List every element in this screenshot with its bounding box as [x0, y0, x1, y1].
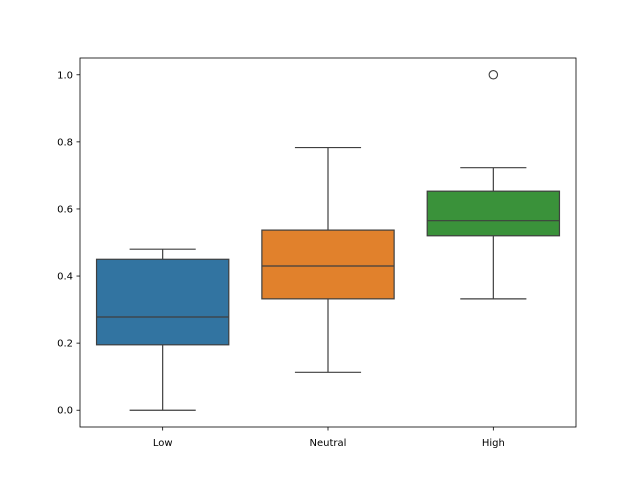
y-tick-label: 0.6: [57, 204, 73, 215]
box-low: [95, 258, 230, 346]
x-tick-label-high: High: [482, 438, 505, 449]
y-tick-label: 0.4: [57, 272, 73, 283]
y-tick-label: 1.0: [57, 70, 73, 81]
box-group-neutral: [261, 146, 395, 373]
y-tick-label: 0.2: [57, 339, 73, 350]
box-high: [426, 190, 561, 237]
x-tick-label-low: Low: [153, 438, 173, 449]
box-group-high: [426, 70, 561, 300]
box-neutral: [261, 229, 395, 300]
boxes-layer: [95, 70, 561, 411]
box-group-low: [95, 248, 230, 411]
y-tick-label: 0.0: [57, 406, 73, 417]
axes-layer: 0.0 0.2 0.4 0.6 0.8 1.0 Low Neutral High: [57, 70, 505, 449]
y-tick-label: 0.8: [57, 137, 73, 148]
outlier-point-high-0: [488, 70, 499, 80]
x-tick-label-neutral: Neutral: [310, 438, 347, 449]
